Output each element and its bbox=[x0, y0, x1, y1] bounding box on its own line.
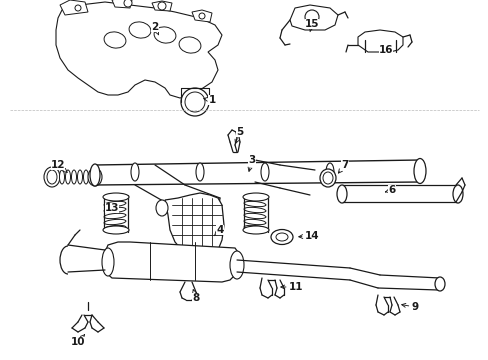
Ellipse shape bbox=[104, 207, 126, 213]
Text: 7: 7 bbox=[338, 160, 348, 173]
Ellipse shape bbox=[104, 32, 126, 48]
Ellipse shape bbox=[244, 225, 265, 231]
Text: 5: 5 bbox=[235, 127, 243, 144]
Polygon shape bbox=[289, 5, 337, 30]
Ellipse shape bbox=[103, 193, 129, 201]
Ellipse shape bbox=[244, 201, 265, 207]
Polygon shape bbox=[60, 0, 88, 15]
Ellipse shape bbox=[104, 225, 126, 231]
Ellipse shape bbox=[60, 170, 64, 184]
Circle shape bbox=[124, 0, 132, 7]
Text: 1: 1 bbox=[203, 95, 215, 105]
Text: 4: 4 bbox=[214, 225, 223, 236]
Text: 15: 15 bbox=[304, 19, 319, 32]
Ellipse shape bbox=[131, 163, 139, 181]
Ellipse shape bbox=[47, 170, 57, 184]
Text: 16: 16 bbox=[378, 45, 392, 55]
Polygon shape bbox=[192, 10, 212, 22]
Polygon shape bbox=[357, 30, 402, 52]
Ellipse shape bbox=[270, 230, 292, 244]
Polygon shape bbox=[164, 193, 224, 257]
Text: 13: 13 bbox=[104, 203, 119, 213]
Ellipse shape bbox=[90, 164, 100, 186]
Text: 14: 14 bbox=[298, 231, 319, 241]
Polygon shape bbox=[152, 1, 172, 11]
Ellipse shape bbox=[103, 226, 129, 234]
Polygon shape bbox=[105, 242, 240, 282]
Ellipse shape bbox=[102, 248, 114, 276]
Ellipse shape bbox=[179, 37, 201, 53]
Ellipse shape bbox=[336, 185, 346, 203]
Text: 8: 8 bbox=[192, 289, 199, 303]
Circle shape bbox=[305, 10, 318, 24]
Ellipse shape bbox=[243, 193, 268, 201]
Ellipse shape bbox=[129, 22, 151, 38]
Polygon shape bbox=[112, 0, 132, 8]
Ellipse shape bbox=[83, 170, 88, 184]
Ellipse shape bbox=[323, 172, 332, 184]
Circle shape bbox=[199, 13, 204, 19]
Ellipse shape bbox=[65, 170, 70, 184]
Ellipse shape bbox=[434, 277, 444, 291]
Ellipse shape bbox=[243, 226, 268, 234]
Text: 11: 11 bbox=[280, 282, 303, 292]
Text: 9: 9 bbox=[401, 302, 418, 312]
Ellipse shape bbox=[244, 213, 265, 219]
Ellipse shape bbox=[319, 169, 335, 187]
Text: 2: 2 bbox=[151, 22, 158, 35]
Ellipse shape bbox=[104, 219, 126, 225]
Ellipse shape bbox=[44, 167, 60, 187]
Ellipse shape bbox=[71, 170, 76, 184]
Text: 6: 6 bbox=[385, 185, 395, 195]
Ellipse shape bbox=[413, 158, 425, 184]
Text: 3: 3 bbox=[247, 155, 255, 171]
Ellipse shape bbox=[104, 201, 126, 207]
Ellipse shape bbox=[196, 163, 203, 181]
Ellipse shape bbox=[181, 88, 208, 116]
Ellipse shape bbox=[244, 219, 265, 225]
Ellipse shape bbox=[104, 213, 126, 219]
Ellipse shape bbox=[244, 207, 265, 213]
Ellipse shape bbox=[229, 251, 244, 279]
Ellipse shape bbox=[156, 200, 168, 216]
Ellipse shape bbox=[452, 185, 462, 203]
Ellipse shape bbox=[184, 92, 204, 112]
Ellipse shape bbox=[261, 163, 268, 181]
Circle shape bbox=[158, 2, 165, 10]
Ellipse shape bbox=[154, 27, 176, 43]
Circle shape bbox=[75, 5, 81, 11]
Ellipse shape bbox=[88, 168, 102, 186]
Text: 12: 12 bbox=[51, 160, 67, 172]
Ellipse shape bbox=[91, 171, 99, 183]
Polygon shape bbox=[56, 2, 222, 98]
Ellipse shape bbox=[275, 233, 287, 241]
Text: 10: 10 bbox=[71, 335, 85, 347]
Ellipse shape bbox=[77, 170, 82, 184]
Ellipse shape bbox=[325, 163, 333, 181]
